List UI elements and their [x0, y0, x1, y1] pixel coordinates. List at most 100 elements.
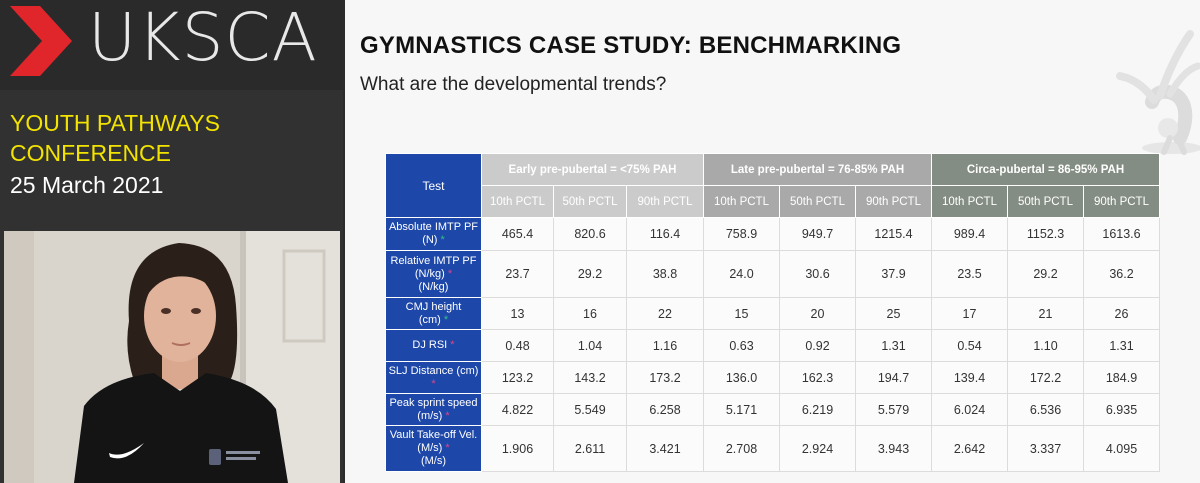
table-cell: 162.3 [779, 361, 856, 394]
table-cell: 38.8 [626, 250, 704, 298]
table-cell: 16 [553, 297, 627, 330]
table-cell: 29.2 [1007, 250, 1084, 298]
row-label-unit: (N) [422, 234, 438, 246]
table-cell: 172.2 [1007, 361, 1084, 394]
row-label: Relative IMTP PF (N/kg) * (N/kg) [385, 250, 482, 298]
table-cell: 758.9 [703, 217, 780, 251]
percentile-header: 10th PCTL [481, 185, 554, 218]
table-cell: 1215.4 [855, 217, 932, 251]
table-cell: 0.48 [481, 329, 554, 362]
table-cell: 123.2 [481, 361, 554, 394]
percentile-header: 50th PCTL [553, 185, 627, 218]
table-cell: 465.4 [481, 217, 554, 251]
table-cell: 949.7 [779, 217, 856, 251]
row-label: SLJ Distance (cm) * [385, 361, 482, 394]
table-cell: 2.642 [931, 425, 1008, 472]
table-row: Relative IMTP PF (N/kg) * (N/kg) 23.7 29.2 38… [385, 250, 1160, 298]
table-cell: 2.924 [779, 425, 856, 472]
conference-date: 25 March 2021 [10, 172, 164, 198]
table-cell: 3.421 [626, 425, 704, 472]
table-cell: 2.708 [703, 425, 780, 472]
percentile-header-row: 10th PCTL 50th PCTL 90th PCTL 10th PCTL … [386, 185, 1160, 218]
table-cell: 1.31 [1083, 329, 1160, 362]
row-label-unit: (cm) [418, 313, 441, 326]
table-cell: 1.16 [626, 329, 704, 362]
uksca-logo: UKSCA [0, 0, 343, 90]
table-cell: 30.6 [779, 250, 856, 298]
table-cell: 1613.6 [1083, 217, 1160, 251]
row-label-line: Absolute IMTP PF [388, 221, 479, 233]
row-label-line: Vault Take-off Vel. [389, 429, 478, 441]
table-cell: 3.943 [855, 425, 932, 472]
row-label-unit: (N/kg) [414, 267, 445, 280]
slide-title: GYMNASTICS CASE STUDY: BENCHMARKING [360, 32, 902, 59]
percentile-header: 90th PCTL [855, 185, 932, 218]
table-cell: 1.10 [1007, 329, 1084, 362]
significance-star-icon: * [431, 377, 436, 390]
row-label: Peak sprint speed (m/s) * [385, 393, 482, 426]
percentile-header: 50th PCTL [779, 185, 856, 218]
presenter-image-icon [4, 231, 340, 483]
benchmark-table: Test Early pre-pubertal = <75% PAH Late … [385, 153, 1160, 472]
row-label-line: Peak sprint speed [389, 396, 478, 409]
table-cell: 173.2 [626, 361, 704, 394]
row-label-line: CMJ height [405, 300, 462, 313]
table-cell: 23.7 [481, 250, 554, 298]
group-header-early: Early pre-pubertal = <75% PAH [481, 153, 704, 186]
table-cell: 26 [1083, 297, 1160, 330]
table-cell: 25 [855, 297, 932, 330]
table-cell: 24.0 [703, 250, 780, 298]
table-cell: 989.4 [931, 217, 1008, 251]
significance-star-icon: * [447, 339, 455, 351]
table-cell: 116.4 [626, 217, 704, 251]
table-cell: 3.337 [1007, 425, 1084, 472]
table-cell: 37.9 [855, 250, 932, 298]
table-row: Vault Take-off Vel. (M/s) * (M/s) 1.906 2.61… [385, 425, 1160, 472]
table-cell: 1.04 [553, 329, 627, 362]
conference-sidebar: UKSCA YOUTH PATHWAYS CONFERENCE 25 March… [0, 0, 343, 483]
row-label: DJ RSI * [385, 329, 482, 362]
gymnast-figure-icon [1116, 30, 1200, 155]
table-cell: 4.822 [481, 393, 554, 426]
significance-star-icon: * [437, 234, 445, 246]
percentile-header: 50th PCTL [1007, 185, 1084, 218]
row-label-unit: (m/s) [417, 409, 443, 422]
table-cell: 23.5 [931, 250, 1008, 298]
percentile-header: 10th PCTL [931, 185, 1008, 218]
chevron-logo-icon [10, 6, 72, 76]
row-label-unit: (M/s) [417, 442, 443, 454]
table-cell: 5.171 [703, 393, 780, 426]
row-label-line: SLJ Distance (cm) [388, 364, 479, 377]
significance-star-icon: * [442, 442, 450, 454]
percentile-header: 90th PCTL [626, 185, 704, 218]
table-cell: 4.095 [1083, 425, 1160, 472]
conference-name-line2: CONFERENCE [10, 140, 172, 166]
group-header-late: Late pre-pubertal = 76-85% PAH [703, 153, 932, 186]
table-cell: 1.31 [855, 329, 932, 362]
webcam-presenter-video [4, 231, 340, 483]
table-cell: 139.4 [931, 361, 1008, 394]
table-cell: 0.92 [779, 329, 856, 362]
table-cell: 6.024 [931, 393, 1008, 426]
significance-star-icon: * [442, 409, 450, 422]
row-label-unit: (N/kg) [418, 280, 449, 293]
table-cell: 1.906 [481, 425, 554, 472]
table-row: Absolute IMTP PF (N) * 465.4 820.6 116.4 758.… [385, 217, 1160, 251]
significance-star-icon: * [444, 267, 453, 280]
table-cell: 5.549 [553, 393, 627, 426]
table-cell: 136.0 [703, 361, 780, 394]
row-label: CMJ height (cm) * [385, 297, 482, 330]
table-cell: 194.7 [855, 361, 932, 394]
table-cell: 6.219 [779, 393, 856, 426]
table-cell: 820.6 [553, 217, 627, 251]
table-cell: 0.63 [703, 329, 780, 362]
table-cell: 20 [779, 297, 856, 330]
table-body: Absolute IMTP PF (N) * 465.4 820.6 116.4 758.… [385, 217, 1160, 472]
table-cell: 0.54 [931, 329, 1008, 362]
conference-info: YOUTH PATHWAYS CONFERENCE 25 March 2021 [10, 108, 220, 200]
table-row: SLJ Distance (cm) * 123.2 143.2 173.2 136.0 1… [385, 361, 1160, 394]
slide-subtitle: What are the developmental trends? [360, 74, 667, 95]
table-row: DJ RSI * 0.48 1.04 1.16 0.63 0.92 1.31 0.54 1.10… [385, 329, 1160, 362]
table-cell: 6.258 [626, 393, 704, 426]
percentile-header: 10th PCTL [703, 185, 780, 218]
